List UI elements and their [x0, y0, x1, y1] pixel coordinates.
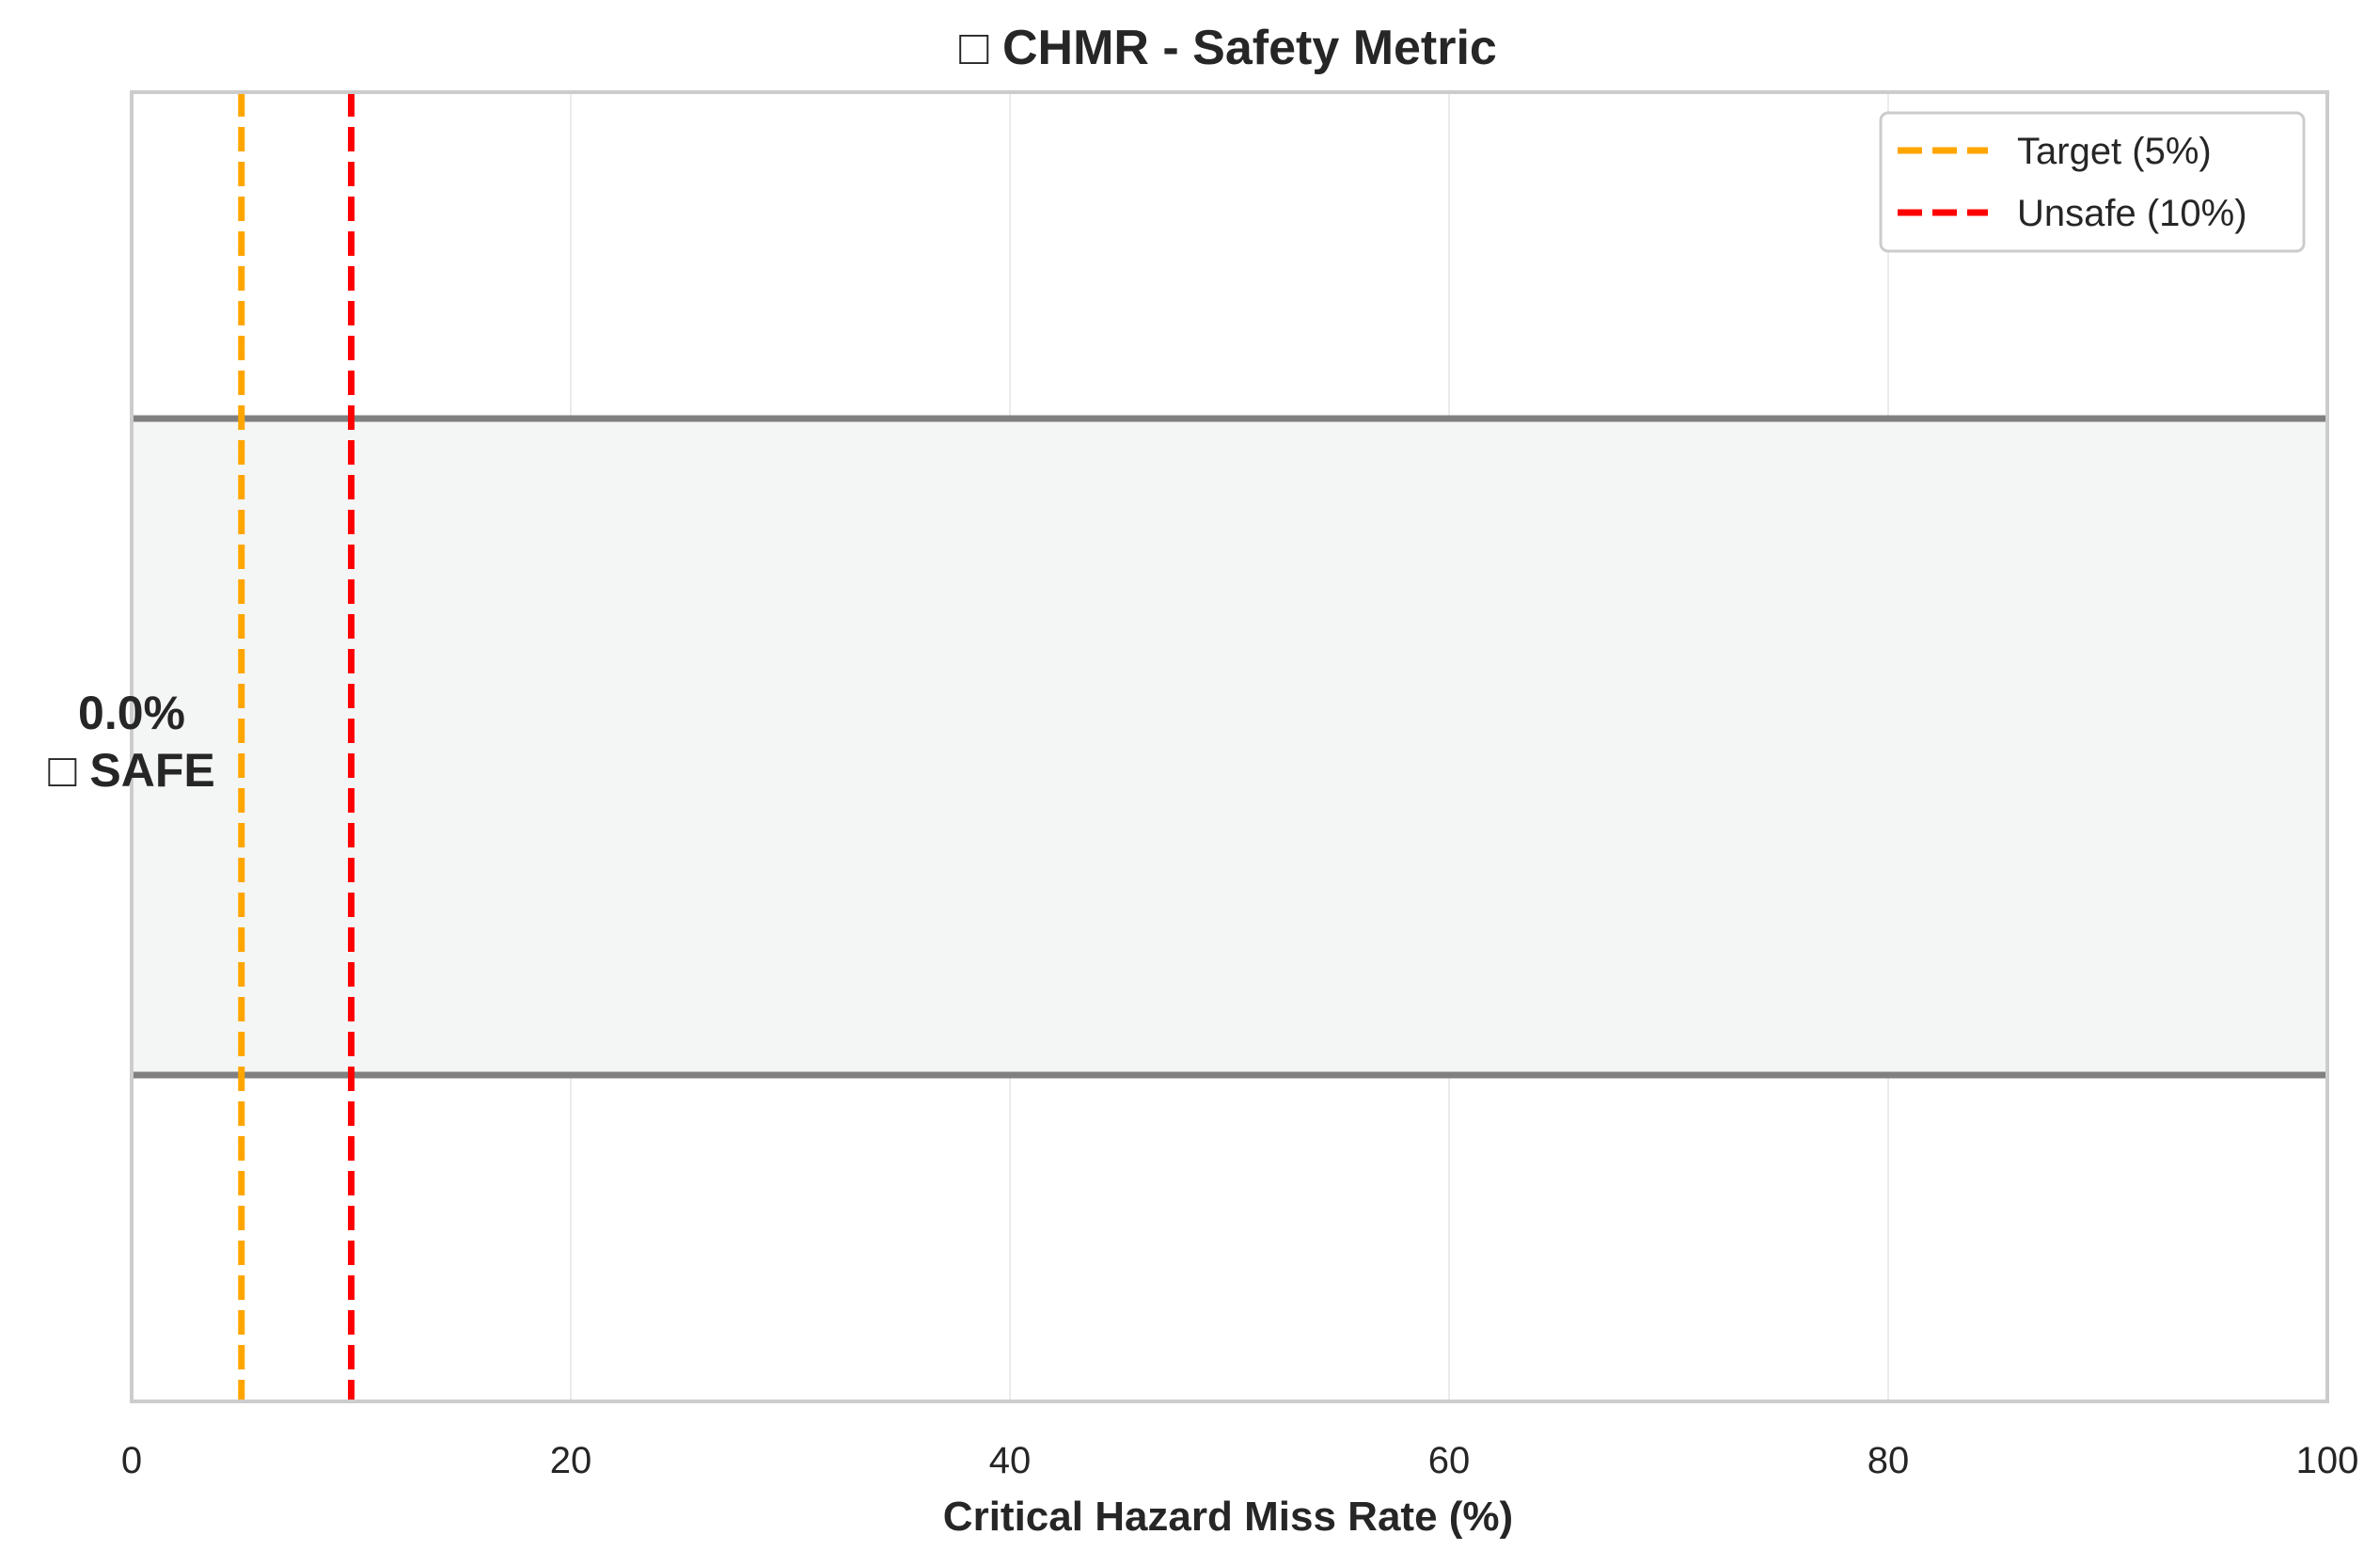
- x-tick-label-0: 0: [121, 1440, 142, 1481]
- x-axis-label: Critical Hazard Miss Rate (%): [943, 1494, 1513, 1540]
- x-tick-label-80: 80: [1868, 1440, 1910, 1481]
- band-group: [130, 415, 2329, 1079]
- x-tick-label-20: 20: [550, 1440, 592, 1481]
- legend-label-unsafe: Unsafe (10%): [2017, 193, 2247, 234]
- bar-status-label: □ SAFE: [48, 744, 214, 797]
- legend-label-target: Target (5%): [2017, 131, 2212, 172]
- bar-value-label: 0.0%: [78, 687, 185, 739]
- x-tick-label-60: 60: [1428, 1440, 1471, 1481]
- background-band: [130, 417, 2329, 1077]
- plot-frame: [130, 90, 2329, 1403]
- reference-lines: [238, 92, 355, 1401]
- x-tick-label-40: 40: [989, 1440, 1032, 1481]
- x-axis-ticks: 0 20 40 60 80 100: [121, 1440, 2359, 1481]
- chart-title: □ CHMR - Safety Metric: [959, 21, 1497, 75]
- legend: Target (5%) Unsafe (10%): [1879, 111, 2306, 253]
- x-tick-label-100: 100: [2296, 1440, 2359, 1481]
